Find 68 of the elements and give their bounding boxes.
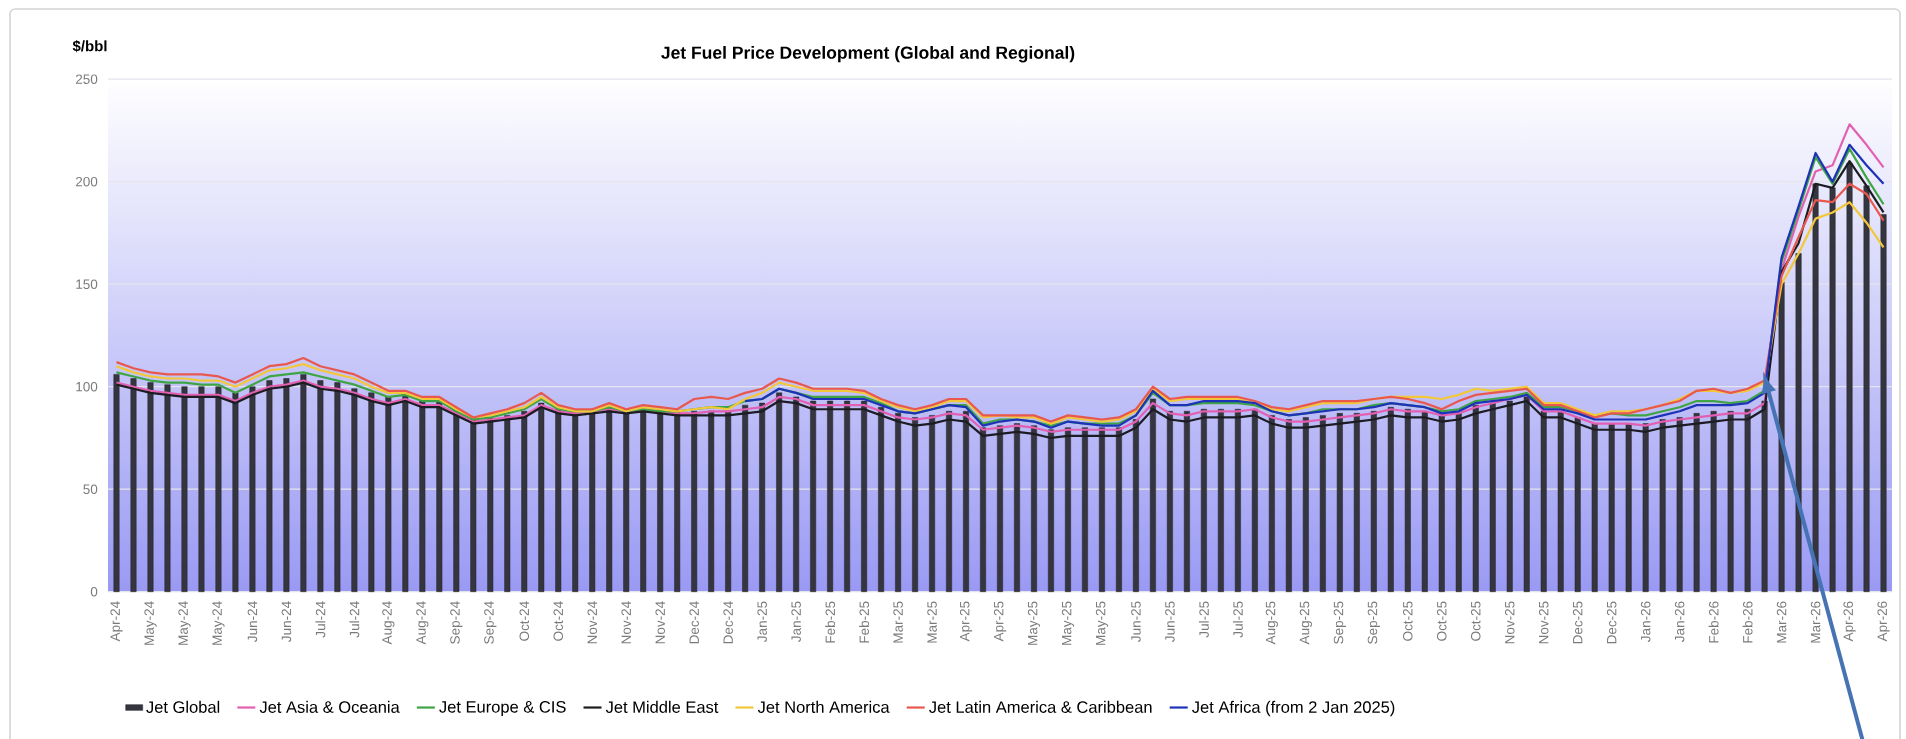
legend-label: Jet Africa (from 2 Jan 2025) bbox=[1192, 700, 1395, 717]
x-tick-label: Sep-24 bbox=[450, 601, 463, 644]
legend-label: Jet North America bbox=[757, 700, 890, 713]
legend-label: Jet Latin America & Caribbean bbox=[929, 700, 1152, 713]
x-tick-label: Apr-26 bbox=[1877, 601, 1890, 642]
x-tick-label: Aug-25 bbox=[1265, 601, 1278, 645]
y-tick-label: 100 bbox=[76, 381, 98, 392]
x-tick-label: Nov-25 bbox=[1538, 601, 1549, 644]
x-tick-label: Feb-25 bbox=[859, 601, 870, 643]
x-tick-label: May-25 bbox=[1027, 601, 1041, 645]
x-tick-label: Oct-25 bbox=[1403, 601, 1413, 641]
legend-label: Jet Middle East bbox=[605, 700, 719, 713]
y-tick-label: 50 bbox=[83, 484, 98, 494]
legend-label: Jet Global bbox=[146, 700, 220, 713]
x-tick-label: Apr-24 bbox=[110, 601, 123, 642]
x-tick-label: Oct-25 bbox=[1436, 601, 1447, 641]
x-tick-label: Oct-24 bbox=[519, 601, 530, 641]
x-tick-label: Aug-25 bbox=[1299, 601, 1312, 645]
legend-label: Jet Asia & Oceania bbox=[259, 700, 400, 713]
x-tick-label: Apr-25 bbox=[959, 601, 973, 642]
x-tick-label: May-25 bbox=[1095, 601, 1109, 645]
x-tick-label: Feb-26 bbox=[1742, 601, 1753, 643]
x-tick-label: Sep-25 bbox=[1333, 601, 1346, 644]
x-tick-label: Dec-25 bbox=[1572, 601, 1583, 644]
x-tick-label: Feb-25 bbox=[825, 601, 836, 643]
x-tick-label: Jan-26 bbox=[1674, 601, 1685, 642]
chart-title: Jet Fuel Price Development (Global and Regional) bbox=[661, 46, 1075, 63]
x-tick-label: May-25 bbox=[1061, 601, 1075, 645]
x-tick-label: Jul-24 bbox=[349, 601, 360, 638]
x-tick-label: Nov-24 bbox=[587, 601, 598, 644]
x-tick-label: Nov-24 bbox=[621, 601, 631, 644]
y-tick-label: 150 bbox=[76, 279, 98, 289]
x-tick-label: Oct-24 bbox=[553, 601, 564, 641]
x-tick-label: Nov-25 bbox=[1504, 601, 1515, 644]
x-tick-label: Nov-24 bbox=[655, 601, 665, 644]
x-tick-label: Dec-24 bbox=[723, 601, 733, 644]
x-tick-label: Apr-26 bbox=[1843, 601, 1856, 642]
x-tick-label: Jan-25 bbox=[757, 601, 767, 642]
x-tick-label: Jun-25 bbox=[1131, 601, 1141, 642]
x-tick-label: Jul-24 bbox=[315, 601, 326, 638]
x-tick-label: Aug-24 bbox=[416, 601, 429, 645]
y-tick-label: 250 bbox=[75, 74, 98, 84]
x-tick-label: Mar-26 bbox=[1776, 601, 1787, 643]
x-tick-label: Feb-26 bbox=[1708, 601, 1719, 643]
x-tick-label: Sep-24 bbox=[484, 601, 497, 644]
x-tick-label: Jul-25 bbox=[1232, 601, 1243, 638]
x-tick-label: Apr-25 bbox=[993, 601, 1007, 642]
x-tick-label: Jun-25 bbox=[1165, 601, 1175, 642]
x-tick-label: Dec-24 bbox=[689, 601, 699, 644]
x-tick-label: Mar-25 bbox=[927, 601, 937, 643]
x-tick-label: Aug-24 bbox=[382, 601, 395, 645]
x-tick-label: Jan-25 bbox=[791, 601, 801, 642]
x-tick-label: Mar-25 bbox=[893, 601, 903, 643]
x-tick-label: Oct-25 bbox=[1470, 601, 1481, 641]
y-tick-label: 0 bbox=[90, 586, 98, 597]
x-tick-label: Mar-26 bbox=[1810, 601, 1821, 643]
x-tick-label: Sep-25 bbox=[1367, 601, 1380, 644]
x-tick-label: Jul-25 bbox=[1198, 601, 1209, 638]
x-tick-label: Jun-24 bbox=[281, 601, 292, 642]
x-tick-label: May-24 bbox=[178, 601, 191, 645]
x-tick-label: May-24 bbox=[212, 601, 225, 645]
x-tick-label: Jan-26 bbox=[1640, 601, 1651, 642]
y-axis-title: $/bbl bbox=[72, 40, 107, 53]
x-tick-label: Dec-25 bbox=[1606, 601, 1617, 644]
x-tick-label: Jun-24 bbox=[247, 601, 258, 642]
legend-label: Jet Europe & CIS bbox=[439, 701, 566, 716]
y-tick-label: 200 bbox=[75, 176, 98, 187]
x-tick-label: May-24 bbox=[144, 601, 157, 645]
